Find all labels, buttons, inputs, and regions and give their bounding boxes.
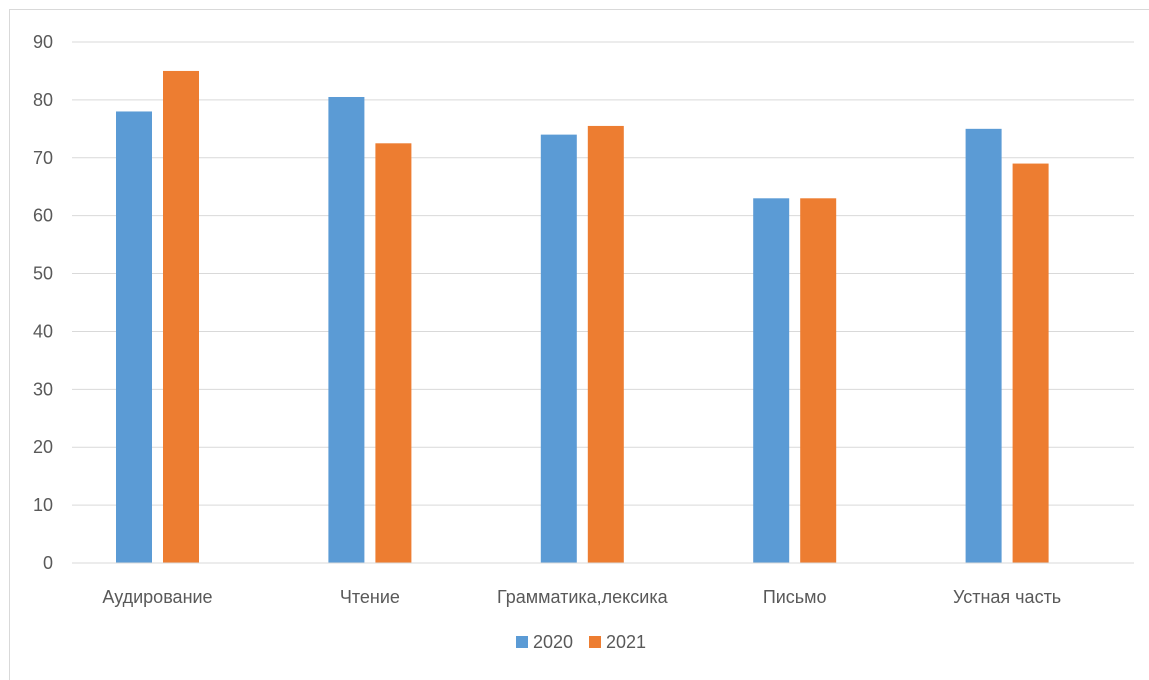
bar-2021 <box>163 70 199 563</box>
bar-2020 <box>753 198 790 564</box>
bar-2021 <box>1012 163 1049 564</box>
y-tick-label: 80 <box>33 90 53 110</box>
legend-swatch-2020 <box>516 636 528 648</box>
x-tick-label: Письмо <box>763 587 827 607</box>
y-axis: 0 10 20 30 40 50 60 70 80 90 <box>33 32 53 573</box>
legend-swatch-2021 <box>589 636 601 648</box>
x-tick-label: Аудирование <box>102 587 212 607</box>
x-tick-label: Грамматика,лексика <box>497 587 669 607</box>
y-tick-label: 30 <box>33 379 53 399</box>
x-tick-label: Чтение <box>340 587 400 607</box>
y-tick-label: 60 <box>33 206 53 226</box>
y-tick-label: 90 <box>33 32 53 52</box>
x-axis: Аудирование Чтение Грамматика,лексика Письм… <box>72 562 1134 607</box>
bar-2021 <box>800 198 837 564</box>
x-tick-label: Устная часть <box>953 587 1061 607</box>
bar-2021 <box>375 143 412 564</box>
bar-2020 <box>328 96 365 563</box>
bar-2020 <box>965 128 1002 564</box>
bars <box>116 70 1049 564</box>
y-tick-label: 0 <box>43 553 53 573</box>
legend: 2020 2021 <box>516 632 646 652</box>
bar-2020 <box>540 134 577 563</box>
y-tick-label: 40 <box>33 321 53 341</box>
y-tick-label: 70 <box>33 148 53 168</box>
legend-label: 2020 <box>533 632 573 652</box>
y-tick-label: 50 <box>33 264 53 284</box>
y-tick-label: 20 <box>33 437 53 457</box>
bar-2021 <box>587 125 624 563</box>
y-tick-label: 10 <box>33 495 53 515</box>
legend-label: 2021 <box>606 632 646 652</box>
bar-2020 <box>116 111 152 563</box>
